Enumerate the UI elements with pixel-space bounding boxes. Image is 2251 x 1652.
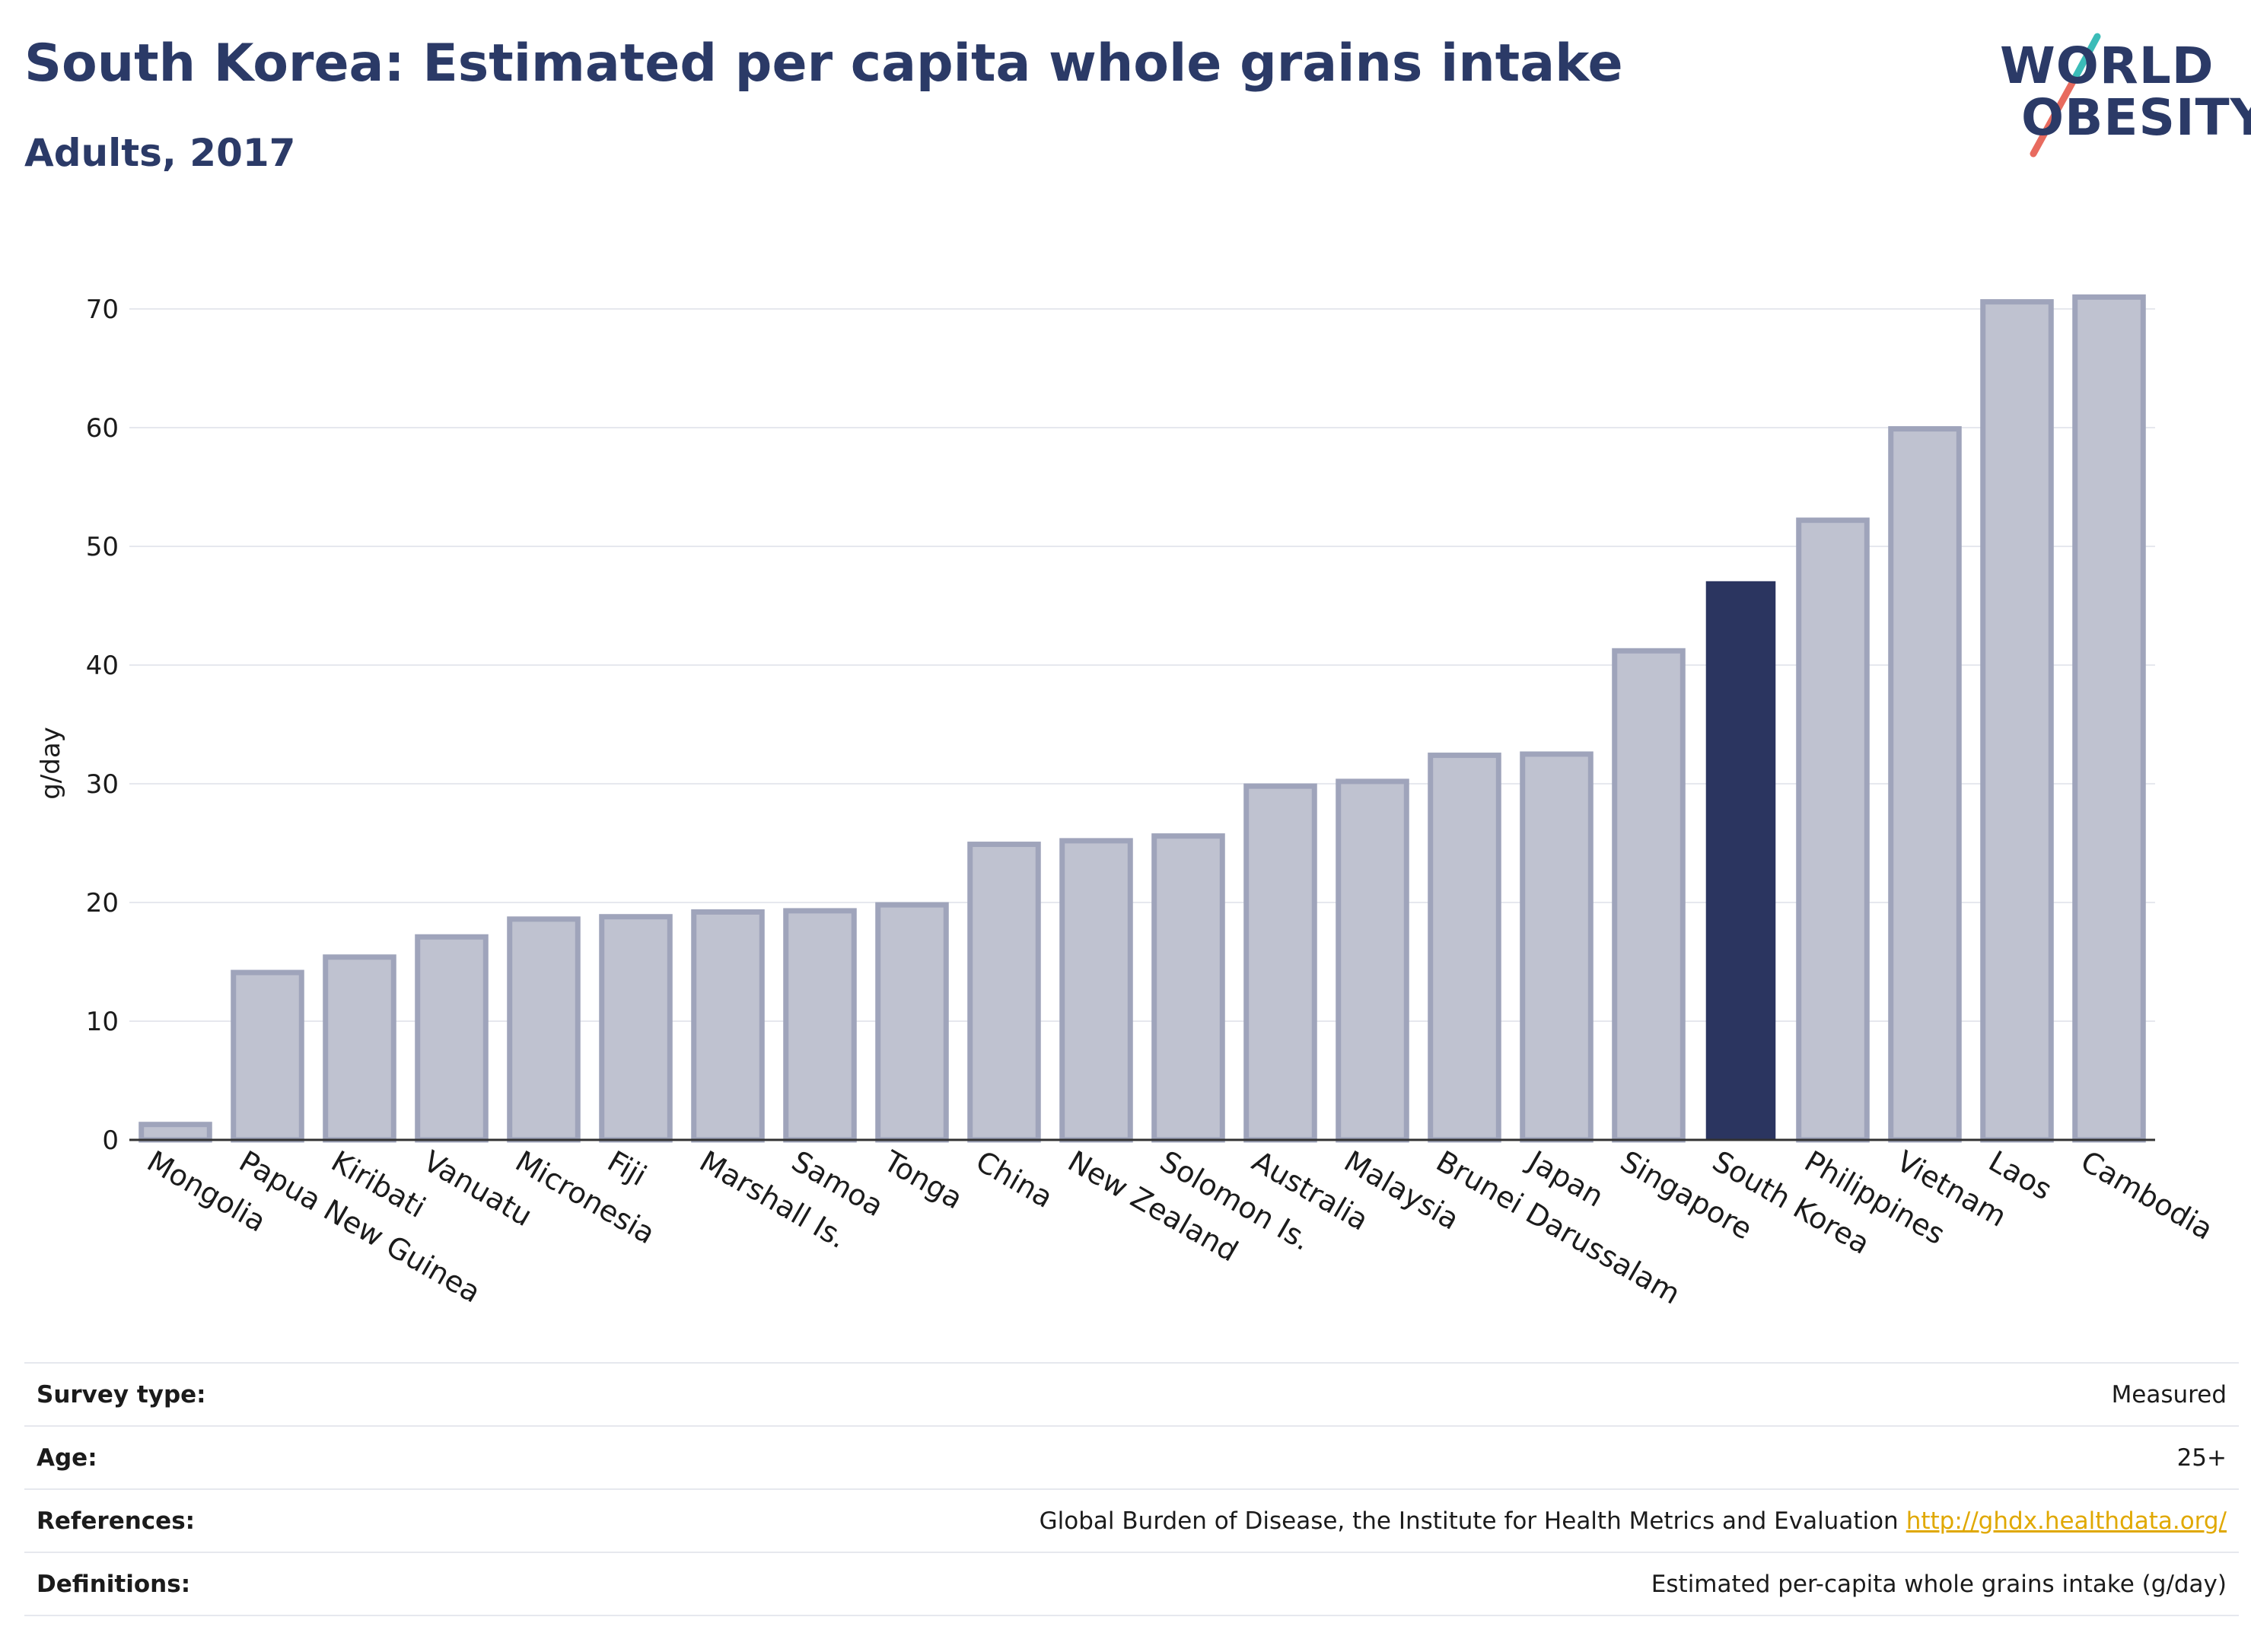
bar-tonga (875, 902, 949, 1143)
bar-kiribati (323, 954, 396, 1143)
references-label: References: (37, 1507, 196, 1535)
age-label: Age: (37, 1444, 97, 1472)
bar-vanuatu (415, 934, 489, 1143)
chart-title: South Korea: Estimated per capita whole … (24, 33, 1623, 94)
bar-china (967, 842, 1041, 1143)
meta-row-references: References: Global Burden of Disease, th… (24, 1490, 2239, 1553)
bar-malaysia (1336, 778, 1409, 1143)
bar-singapore (1612, 648, 1686, 1143)
bar-australia (1243, 783, 1317, 1143)
chart-subtitle: Adults, 2017 (24, 131, 296, 175)
bars (138, 294, 2146, 1143)
logo-slash-icon (2030, 33, 2101, 158)
definitions-label: Definitions: (37, 1570, 191, 1598)
survey-type-value: Measured (2111, 1380, 2227, 1408)
y-tick-label: 50 (86, 532, 119, 562)
world-obesity-logo: WORLD OBESITY (1979, 23, 2251, 160)
bar-brunei-darussalam (1428, 753, 1501, 1143)
bar-laos (1980, 299, 2054, 1143)
metadata-table: Survey type: Measured Age: 25+ Reference… (24, 1362, 2239, 1616)
bar-new-zealand (1059, 838, 1133, 1143)
y-tick-label: 70 (86, 294, 119, 325)
bar-mongolia (138, 1122, 212, 1143)
references-link[interactable]: http://ghdx.healthdata.org/ (1906, 1507, 2227, 1535)
logo-slash-coral (2030, 72, 2080, 158)
x-tick-label: Fiji (602, 1144, 652, 1192)
y-axis-label: g/day (36, 727, 66, 800)
y-tick-labels: 0 10 20 30 40 50 60 70 (86, 294, 119, 1156)
x-tick-label: Cambodia (2075, 1144, 2218, 1246)
y-tick-label: 10 (86, 1007, 119, 1037)
definitions-value: Estimated per-capita whole grains intake… (1651, 1570, 2227, 1598)
survey-type-label: Survey type: (37, 1380, 206, 1408)
bar-philippines (1796, 517, 1870, 1143)
logo-word-obesity: OBESITY (2021, 88, 2251, 147)
bar-marshall-is (691, 909, 765, 1143)
bar-solomon-is (1151, 833, 1225, 1143)
x-tick-label: Tonga (877, 1144, 968, 1215)
references-value-wrap: Global Burden of Disease, the Institute … (1040, 1507, 2227, 1535)
meta-row-survey-type: Survey type: Measured (24, 1364, 2239, 1427)
bar-samoa (783, 908, 857, 1143)
meta-row-definitions: Definitions: Estimated per-capita whole … (24, 1553, 2239, 1616)
x-tick-label: China (970, 1144, 1059, 1214)
y-tick-label: 0 (102, 1125, 119, 1156)
bar-south-korea (1705, 581, 1776, 1141)
y-tick-label: 40 (86, 651, 119, 681)
bar-micronesia (507, 916, 581, 1143)
bar-vietnam (1888, 426, 1962, 1143)
logo-word-world: WORLD (2000, 37, 2214, 95)
y-tick-label: 20 (86, 888, 119, 918)
age-value: 25+ (2176, 1444, 2227, 1472)
meta-row-age: Age: 25+ (24, 1427, 2239, 1490)
bar-fiji (599, 914, 673, 1143)
bar-japan (1520, 751, 1594, 1143)
logo-slash-teal (2072, 33, 2101, 80)
y-tick-label: 30 (86, 769, 119, 800)
y-tick-label: 60 (86, 413, 119, 444)
bar-cambodia (2072, 294, 2146, 1143)
bar-papua-new-guinea (231, 969, 304, 1143)
references-value: Global Burden of Disease, the Institute … (1039, 1507, 1899, 1535)
